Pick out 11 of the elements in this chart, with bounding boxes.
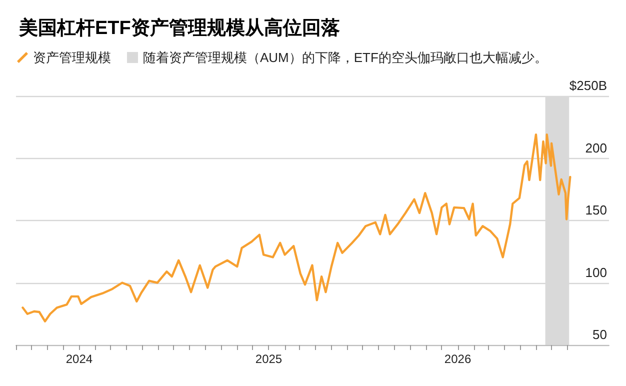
legend-label: 资产管理规模	[33, 50, 111, 65]
x-tick-label: 2024	[66, 352, 93, 366]
legend-label: 随着资产管理规模（AUM）的下降，ETF的空头伽玛敞口也大幅减少。	[143, 50, 548, 65]
y-tick-label: 100	[585, 264, 607, 280]
y-tick-label: 200	[585, 140, 607, 156]
chart-title: 美国杠杆ETF资产管理规模从高位回落	[18, 17, 340, 39]
y-tick-label: $250B	[569, 78, 607, 93]
y-tick-label: 150	[585, 202, 607, 218]
y-tick-label: 50	[592, 327, 607, 342]
x-tick-label: 2025	[255, 352, 282, 366]
x-tick-label: 2026	[444, 352, 472, 366]
